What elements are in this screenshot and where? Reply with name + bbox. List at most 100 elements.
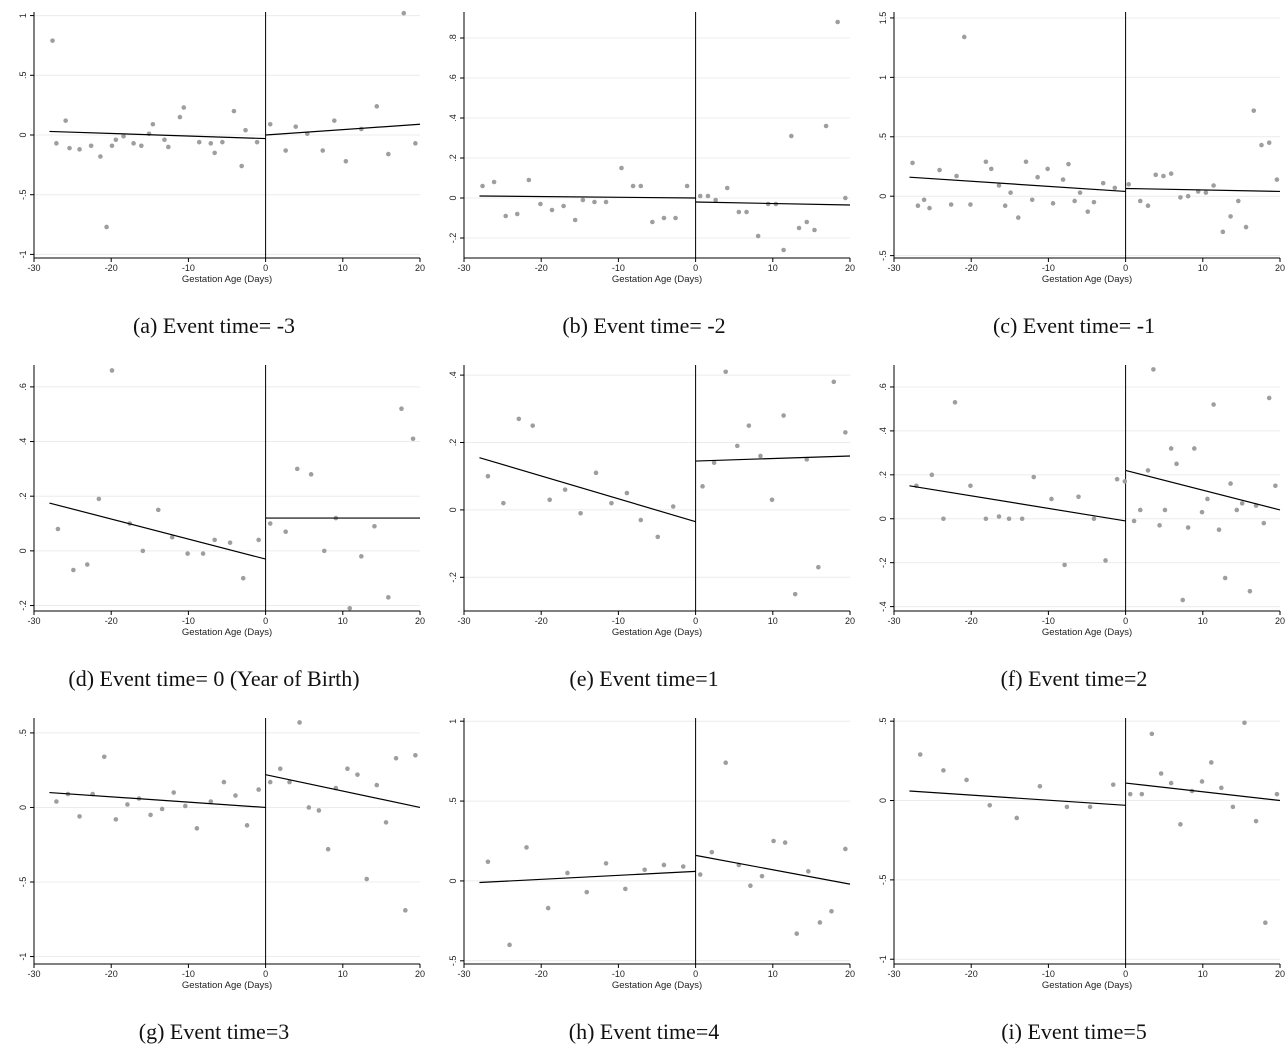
- data-point: [1158, 771, 1164, 776]
- data-point: [1110, 782, 1116, 787]
- x-tick-label: -30: [27, 616, 40, 626]
- scatter-plot: -30 -20 -10 0 10 20 -1 -.5 0 .5 Gestation Age (Day…: [18, 718, 425, 991]
- y-tick-label: 1: [878, 75, 888, 80]
- data-point: [759, 873, 765, 879]
- data-point: [937, 167, 942, 173]
- data-point: [794, 931, 800, 936]
- data-point: [713, 197, 718, 203]
- y-tick-label: 0: [878, 516, 888, 521]
- data-point: [283, 148, 288, 153]
- data-point: [306, 805, 312, 810]
- data-point: [952, 400, 958, 405]
- chart-panel: -30 -20 -10 0 10 20 -.2 0 .2 .4 Gestation Age (Day…: [430, 353, 858, 704]
- data-point: [1050, 201, 1056, 206]
- y-tick-label: 0: [448, 878, 458, 883]
- x-tick-label: 0: [1123, 616, 1128, 626]
- data-point: [744, 209, 749, 215]
- data-point: [1180, 597, 1186, 603]
- y-tick-label: .5: [878, 717, 888, 725]
- data-point: [254, 139, 260, 145]
- fit-line-right: [695, 854, 851, 885]
- data-point: [267, 121, 273, 127]
- data-point: [580, 197, 586, 203]
- fit-line-right: [695, 455, 851, 462]
- data-point: [294, 466, 300, 472]
- x-tick-label: -10: [182, 263, 195, 273]
- data-point: [1192, 446, 1197, 451]
- data-point: [355, 772, 360, 777]
- data-point: [212, 537, 217, 543]
- y-tick-label: .2: [878, 471, 888, 479]
- data-point: [308, 472, 314, 477]
- data-point: [1168, 171, 1174, 176]
- data-point: [54, 799, 59, 804]
- data-point: [781, 413, 786, 418]
- data-point: [1103, 558, 1108, 563]
- data-point: [1049, 496, 1054, 502]
- y-tick-label: -.2: [448, 233, 458, 244]
- data-point: [233, 793, 238, 798]
- x-tick-label: 20: [845, 263, 855, 273]
- data-point: [603, 861, 609, 866]
- fit-line-left: [49, 130, 266, 140]
- x-axis-title: Gestation Age (Days): [182, 627, 272, 638]
- data-point: [983, 516, 989, 522]
- data-point: [185, 551, 190, 556]
- data-point: [789, 133, 794, 139]
- x-tick-label: 20: [1275, 969, 1285, 979]
- x-tick-label: 10: [1198, 969, 1208, 979]
- y-tick-label: .5: [878, 133, 888, 141]
- x-tick-label: 10: [338, 616, 348, 626]
- data-point: [55, 526, 61, 532]
- data-point: [256, 537, 261, 543]
- data-point: [941, 768, 946, 773]
- data-point: [1266, 395, 1272, 401]
- data-point: [724, 185, 730, 191]
- data-point: [283, 529, 288, 535]
- data-point: [804, 457, 810, 462]
- data-point: [592, 199, 597, 205]
- data-point: [565, 870, 570, 876]
- x-tick-label: 20: [845, 969, 855, 979]
- data-point: [1131, 518, 1137, 524]
- data-point: [109, 143, 115, 149]
- y-tick-label: 0: [878, 194, 888, 199]
- data-point: [347, 605, 353, 611]
- data-point: [524, 845, 529, 850]
- data-point: [208, 141, 214, 146]
- data-point: [54, 141, 59, 146]
- x-tick-label: -20: [965, 263, 978, 273]
- y-tick-label: -.2: [18, 600, 28, 611]
- fit-line-left: [909, 790, 1126, 806]
- data-point: [1259, 142, 1264, 148]
- x-tick-label: 10: [768, 263, 778, 273]
- x-axis-title: Gestation Age (Days): [182, 274, 272, 285]
- data-point: [1091, 199, 1097, 205]
- data-point: [736, 209, 742, 215]
- data-point: [572, 217, 578, 223]
- chart-panel: -30 -20 -10 0 10 20 -.2 0 .2 .4 .6 Gestation Age (D…: [0, 353, 428, 704]
- data-point: [393, 755, 399, 761]
- y-tick-label: .6: [878, 383, 888, 391]
- data-point: [140, 548, 146, 554]
- y-tick-label: 0: [448, 507, 458, 512]
- data-point: [1253, 818, 1259, 824]
- chart-caption: (b) Event time= -2: [562, 313, 726, 338]
- data-point: [769, 497, 775, 503]
- data-point: [661, 862, 667, 868]
- data-point: [343, 158, 349, 164]
- data-point: [983, 159, 989, 165]
- data-point: [1064, 804, 1070, 810]
- data-point: [697, 193, 703, 199]
- data-point: [1261, 520, 1267, 526]
- data-point: [507, 942, 512, 948]
- data-point: [516, 416, 522, 422]
- data-point: [1045, 166, 1050, 172]
- data-point: [996, 183, 1002, 188]
- data-point: [67, 145, 72, 151]
- chart-panel: -30 -20 -10 0 10 20 -1 -.5 0 .5 Gestation Age (Day…: [860, 706, 1285, 1057]
- data-point: [684, 183, 690, 189]
- data-point: [364, 876, 370, 882]
- data-point: [503, 213, 508, 219]
- x-tick-label: -20: [965, 969, 978, 979]
